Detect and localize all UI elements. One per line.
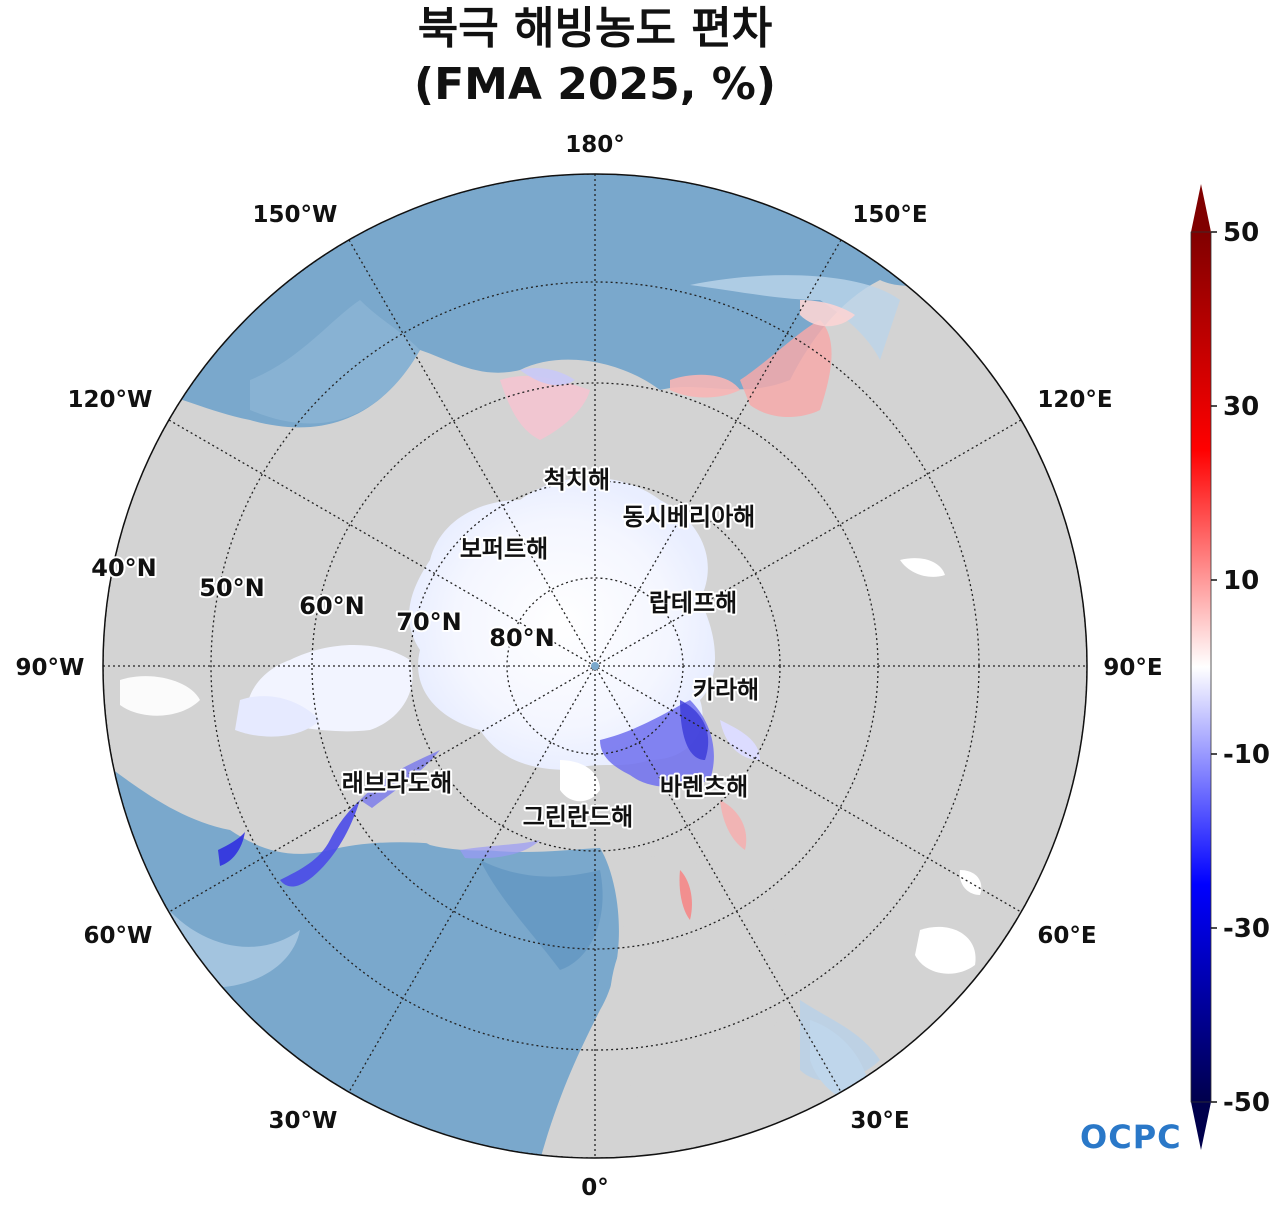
colorbar-tick-label: 10 [1223,566,1259,596]
map-boundary [102,173,1088,1159]
map-body [103,174,1087,1158]
colorbar: 50 30 10 -10 -30 -50 [1190,184,1270,1150]
map-subtitle: (FMA 2025, %) [413,59,776,110]
lon-label-0: 0° [581,1175,609,1201]
central-arctic-ice [409,477,715,770]
colorbar-tick-label: -30 [1223,914,1270,944]
sea-label-chukchi: 척치해 [544,466,610,494]
map-title: 북극 해빙농도 편차 [417,3,773,54]
lat-label-40n: 40°N [91,554,156,582]
lon-label-120w: 120°W [68,387,153,413]
sea-label-labrador: 래브라도해 [342,769,452,797]
ocpc-logo: OCPC [1080,1118,1182,1156]
lat-label-60n: 60°N [299,592,364,620]
lat-label-50n: 50°N [199,574,264,602]
lon-label-90w: 90°W [16,655,85,681]
colorbar-tick-label: -10 [1223,740,1270,770]
lon-label-60e: 60°E [1037,923,1096,949]
lon-label-180: 180° [565,132,625,158]
lon-label-90e: 90°E [1103,655,1162,681]
labrador-negative-anomaly [280,800,360,887]
colorbar-gradient [1191,232,1211,1102]
sea-label-kara: 카라해 [693,676,759,704]
sea-label-barents: 바렌츠해 [660,773,748,801]
lon-label-120e: 120°E [1037,387,1112,413]
lon-label-60w: 60°W [84,923,153,949]
lon-label-150e: 150°E [852,202,927,228]
lat-label-70n: 70°N [396,608,461,636]
chukchi-positive-anomaly [500,375,590,440]
okhotsk-positive-anomaly [740,320,832,417]
colorbar-tick-label: 30 [1223,392,1259,422]
sea-label-beaufort: 보퍼트해 [460,535,548,563]
lon-label-30w: 30°W [269,1108,338,1134]
lon-label-150w: 150°W [253,202,338,228]
sea-label-greenland: 그린란드해 [523,803,633,831]
lat-label-80n: 80°N [489,624,554,652]
sea-label-east-siberian: 동시베리아해 [623,503,755,531]
colorbar-extend-max [1191,184,1211,232]
colorbar-tick-label: -50 [1223,1088,1270,1118]
colorbar-tick-label: 50 [1223,218,1259,248]
lon-label-30e: 30°E [850,1108,909,1134]
colorbar-extend-min [1191,1102,1211,1150]
sea-label-laptev: 랍테프해 [649,589,737,617]
